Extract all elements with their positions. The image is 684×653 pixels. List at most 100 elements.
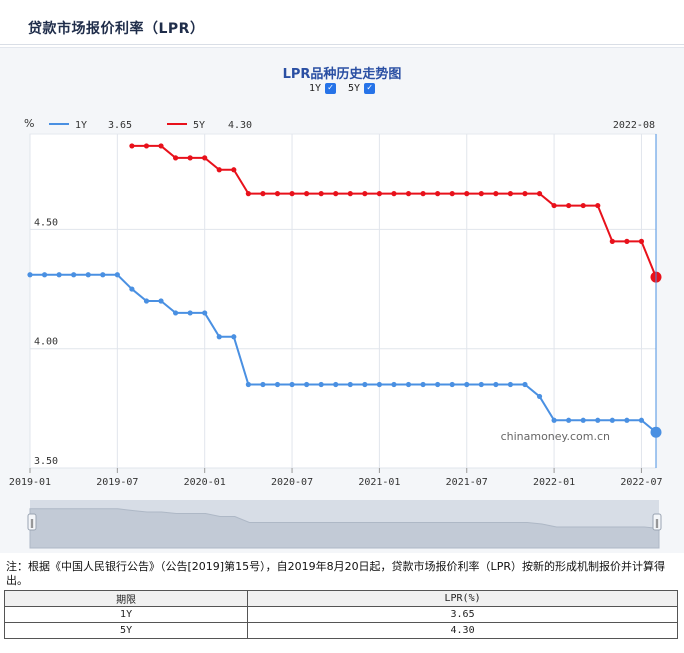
data-point-5y[interactable] <box>187 155 193 161</box>
data-point-5y[interactable] <box>260 191 266 197</box>
data-point-1y[interactable] <box>405 381 412 388</box>
data-point-5y[interactable] <box>391 191 397 197</box>
data-point-1y[interactable] <box>507 381 514 388</box>
data-point-5y[interactable] <box>449 191 455 197</box>
data-point-5y[interactable] <box>624 238 630 244</box>
data-point-1y[interactable] <box>85 272 91 278</box>
data-point-1y[interactable] <box>289 381 295 388</box>
data-point-5y[interactable] <box>536 191 543 197</box>
data-point-1y[interactable] <box>216 334 222 340</box>
data-point-1y[interactable] <box>624 417 630 423</box>
data-point-1y[interactable] <box>435 381 441 388</box>
data-point-1y[interactable] <box>304 381 310 388</box>
data-point-5y[interactable] <box>289 191 295 197</box>
data-point-1y[interactable] <box>129 286 135 292</box>
data-point-5y[interactable] <box>143 143 150 149</box>
data-point-1y[interactable] <box>522 381 528 388</box>
data-point-5y[interactable] <box>376 191 382 197</box>
data-point-5y[interactable] <box>274 191 281 197</box>
data-point-5y[interactable] <box>333 191 339 197</box>
data-point-1y[interactable] <box>318 381 324 388</box>
data-point-1y[interactable] <box>464 381 470 388</box>
checkbox-1y-icon[interactable]: ✓ <box>324 83 336 94</box>
data-point-1y[interactable] <box>493 381 499 388</box>
chart-title: LPR品种历史走势图 <box>282 67 402 82</box>
y-tick-label: 4.50 <box>34 217 58 228</box>
x-tick-label: 2021-07 <box>446 477 488 488</box>
data-point-5y[interactable] <box>435 191 441 197</box>
data-point-1y[interactable] <box>347 381 353 388</box>
data-point-1y[interactable] <box>274 381 281 388</box>
legend-5y-name: 5Y <box>193 120 205 131</box>
data-point-5y[interactable] <box>638 238 645 244</box>
data-point-1y[interactable] <box>449 381 455 388</box>
page-header: 贷款市场报价利率（LPR） <box>0 0 684 45</box>
data-point-1y[interactable] <box>41 272 48 278</box>
data-point-5y[interactable] <box>580 202 586 209</box>
data-point-1y[interactable] <box>100 272 106 278</box>
data-point-5y[interactable] <box>362 191 368 197</box>
legend-1y-value: 3.65 <box>108 120 132 131</box>
data-point-5y[interactable] <box>405 191 412 197</box>
data-point-5y[interactable] <box>522 191 528 197</box>
data-point-1y[interactable] <box>536 393 543 400</box>
data-point-1y[interactable] <box>260 381 266 388</box>
data-point-5y[interactable] <box>304 191 310 197</box>
series-line-1y <box>30 273 657 433</box>
data-point-5y[interactable] <box>595 202 601 209</box>
data-point-1y[interactable] <box>143 298 150 304</box>
legend-5y-value: 4.30 <box>228 120 252 131</box>
data-point-1y[interactable] <box>391 381 397 388</box>
data-point-1y[interactable] <box>609 417 615 423</box>
data-point-1y[interactable] <box>478 381 484 388</box>
data-point-5y[interactable] <box>464 191 470 197</box>
data-point-5y[interactable] <box>231 167 237 173</box>
x-tick-label: 2021-01 <box>358 477 400 488</box>
data-point-1y[interactable] <box>231 334 237 340</box>
data-point-5y[interactable] <box>609 238 615 244</box>
data-point-1y[interactable] <box>595 417 601 423</box>
data-point-1y[interactable] <box>420 381 426 388</box>
range-navigator[interactable]: ‖ ‖ <box>27 500 662 549</box>
data-point-1y[interactable] <box>158 298 164 304</box>
checkbox-5y-icon[interactable]: ✓ <box>364 83 376 94</box>
data-point-5y[interactable] <box>493 191 499 197</box>
lpr-table: 期限 LPR(%) 1Y 3.65 5Y 4.30 <box>3 590 678 639</box>
y-unit-label: % <box>24 117 34 130</box>
data-point-1y[interactable] <box>114 272 120 278</box>
navigator-handle-right[interactable] <box>652 513 662 531</box>
data-point-5y[interactable] <box>420 191 426 197</box>
data-point-1y[interactable] <box>187 310 193 316</box>
data-point-5y[interactable] <box>566 202 572 209</box>
data-point-1y[interactable] <box>245 381 251 388</box>
data-point-1y[interactable] <box>551 417 557 423</box>
data-point-1y[interactable] <box>566 417 572 423</box>
data-point-1y[interactable] <box>580 417 586 423</box>
data-point-1y[interactable] <box>202 310 208 316</box>
toggle-5y[interactable]: 5Y ✓ <box>348 83 376 94</box>
toggle-1y[interactable]: 1Y ✓ <box>309 83 336 94</box>
data-point-5y[interactable] <box>551 202 557 209</box>
data-point-5y[interactable] <box>478 191 484 197</box>
data-point-5y[interactable] <box>507 191 514 197</box>
data-point-5y[interactable] <box>158 143 164 149</box>
data-point-1y[interactable] <box>71 272 77 278</box>
data-point-1y[interactable] <box>56 272 62 278</box>
data-point-1y[interactable] <box>27 272 33 278</box>
data-point-1y[interactable] <box>333 381 339 388</box>
data-point-5y[interactable] <box>172 155 179 161</box>
data-point-1y[interactable] <box>172 310 179 316</box>
data-point-5y[interactable] <box>129 143 135 149</box>
data-point-1y[interactable] <box>362 381 368 388</box>
navigator-handle-left[interactable] <box>27 513 37 531</box>
data-point-5y[interactable] <box>245 191 251 197</box>
data-point-5y[interactable] <box>318 191 324 197</box>
x-tick-label: 2020-07 <box>271 477 313 488</box>
data-point-5y[interactable] <box>216 167 222 173</box>
data-point-5y[interactable] <box>202 155 208 161</box>
data-point-1y[interactable] <box>638 417 645 423</box>
navigator-handle-right-grip-icon: ‖ <box>655 519 660 529</box>
data-point-1y[interactable] <box>376 381 382 388</box>
table-row: 1Y 3.65 <box>3 606 678 623</box>
data-point-5y[interactable] <box>347 191 353 197</box>
